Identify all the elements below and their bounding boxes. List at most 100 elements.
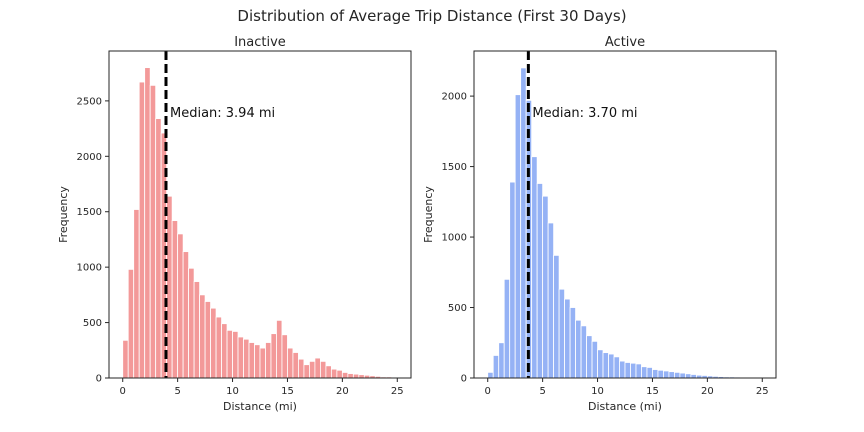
histogram-bar bbox=[635, 363, 642, 379]
histogram-bar bbox=[292, 352, 299, 379]
x-tick-label: 5 bbox=[174, 386, 180, 397]
histogram-bar bbox=[575, 319, 582, 379]
histogram-bar bbox=[498, 342, 505, 379]
x-tick-label: 15 bbox=[646, 386, 659, 397]
x-axis-label: Distance (mi) bbox=[588, 400, 662, 413]
histogram-bar bbox=[138, 81, 146, 379]
histogram-bar bbox=[531, 156, 538, 379]
y-tick-label: 2000 bbox=[442, 92, 467, 103]
histogram-bar bbox=[177, 233, 184, 379]
histogram-bar bbox=[133, 209, 140, 379]
histogram-bar bbox=[314, 357, 321, 379]
y-tick-label: 0 bbox=[96, 374, 102, 385]
x-tick-label: 20 bbox=[701, 386, 714, 397]
histogram-bar bbox=[336, 369, 343, 379]
histogram-bar bbox=[303, 364, 310, 379]
histogram-bar bbox=[127, 268, 135, 379]
y-tick-label: 2500 bbox=[77, 96, 102, 107]
histogram-bar bbox=[591, 340, 598, 379]
histogram-bar bbox=[270, 333, 277, 379]
histogram-bar bbox=[514, 94, 522, 379]
histogram-bar bbox=[276, 319, 283, 379]
histogram-bar bbox=[685, 373, 692, 379]
histogram-bar bbox=[287, 347, 294, 379]
y-axis-label: Frequency bbox=[422, 186, 435, 243]
histogram-bar bbox=[624, 362, 631, 379]
histogram-bar bbox=[265, 342, 272, 379]
histogram-bar bbox=[558, 288, 565, 379]
histogram-bar bbox=[204, 301, 211, 379]
histogram-bar bbox=[608, 353, 615, 379]
y-tick-label: 1500 bbox=[77, 207, 102, 218]
histogram-bar bbox=[254, 344, 261, 379]
histogram-bar bbox=[580, 325, 587, 379]
histogram-bar bbox=[619, 360, 626, 379]
histogram-bar bbox=[243, 338, 250, 379]
histogram-bar bbox=[630, 362, 637, 379]
histogram-bar bbox=[503, 278, 511, 379]
y-tick-label: 500 bbox=[83, 318, 102, 329]
histogram-bar bbox=[597, 349, 604, 379]
median-label: Median: 3.94 mi bbox=[170, 106, 275, 121]
histogram-bar bbox=[569, 307, 576, 379]
histogram-bar bbox=[657, 369, 664, 379]
histogram-bar bbox=[553, 254, 560, 379]
histogram-bar bbox=[641, 366, 648, 379]
histogram-bar bbox=[155, 118, 162, 379]
histogram-bar bbox=[690, 374, 697, 379]
x-tick-label: 10 bbox=[591, 386, 604, 397]
histogram-bar bbox=[193, 281, 200, 379]
x-tick-label: 10 bbox=[226, 386, 239, 397]
x-tick-label: 15 bbox=[281, 386, 294, 397]
histogram-bar bbox=[182, 251, 190, 379]
x-tick-label: 25 bbox=[391, 386, 404, 397]
histogram-bar bbox=[210, 307, 217, 379]
histogram-bar bbox=[352, 373, 360, 379]
figure-title: Distribution of Average Trip Distance (F… bbox=[237, 7, 626, 25]
histogram-bar bbox=[509, 181, 516, 379]
histogram-bar bbox=[347, 373, 354, 379]
histogram-bar bbox=[613, 356, 620, 379]
histogram-bar bbox=[199, 294, 206, 379]
histogram-bar bbox=[542, 195, 549, 379]
histogram-bar bbox=[122, 339, 129, 379]
histogram-bar bbox=[492, 355, 500, 379]
x-tick-label: 25 bbox=[756, 386, 769, 397]
histogram-bar bbox=[341, 372, 349, 379]
histogram-bar bbox=[586, 335, 593, 379]
histogram-bar bbox=[646, 367, 653, 379]
y-tick-label: 500 bbox=[448, 303, 467, 314]
panel-title: Active bbox=[605, 35, 645, 50]
histogram-bar bbox=[226, 329, 233, 379]
y-tick-label: 1000 bbox=[442, 233, 467, 244]
y-tick-label: 1500 bbox=[442, 162, 467, 173]
histogram-bar bbox=[330, 368, 338, 379]
panel-title: Inactive bbox=[234, 35, 286, 50]
histogram-bar bbox=[298, 358, 305, 379]
histogram-bar bbox=[171, 220, 179, 379]
x-tick-label: 0 bbox=[120, 386, 126, 397]
histogram-bar bbox=[602, 352, 609, 379]
y-tick-label: 0 bbox=[461, 374, 467, 385]
histogram-bar bbox=[668, 371, 675, 379]
y-axis-label: Frequency bbox=[57, 186, 70, 243]
x-tick-label: 0 bbox=[485, 386, 491, 397]
histogram-bar bbox=[652, 369, 659, 379]
histogram-bar bbox=[215, 316, 222, 379]
histogram-bar bbox=[319, 360, 327, 379]
histogram-bar bbox=[679, 372, 686, 379]
histogram-bar bbox=[325, 365, 332, 379]
median-label: Median: 3.70 mi bbox=[532, 106, 637, 121]
histogram-bar bbox=[520, 67, 527, 379]
histogram-bar bbox=[487, 371, 494, 379]
y-tick-label: 1000 bbox=[77, 263, 102, 274]
histogram-bar bbox=[144, 67, 151, 379]
histogram-bar bbox=[536, 183, 544, 379]
y-tick-label: 2000 bbox=[77, 152, 102, 163]
histogram-bar bbox=[188, 267, 195, 379]
histogram-bar bbox=[564, 298, 571, 379]
panel-inactive: Median: 3.94 mi 0 5 10 15 20 25 0 500 1000 1500 200… bbox=[57, 35, 412, 413]
histogram-bar bbox=[281, 334, 288, 379]
histogram-bar bbox=[232, 331, 239, 379]
